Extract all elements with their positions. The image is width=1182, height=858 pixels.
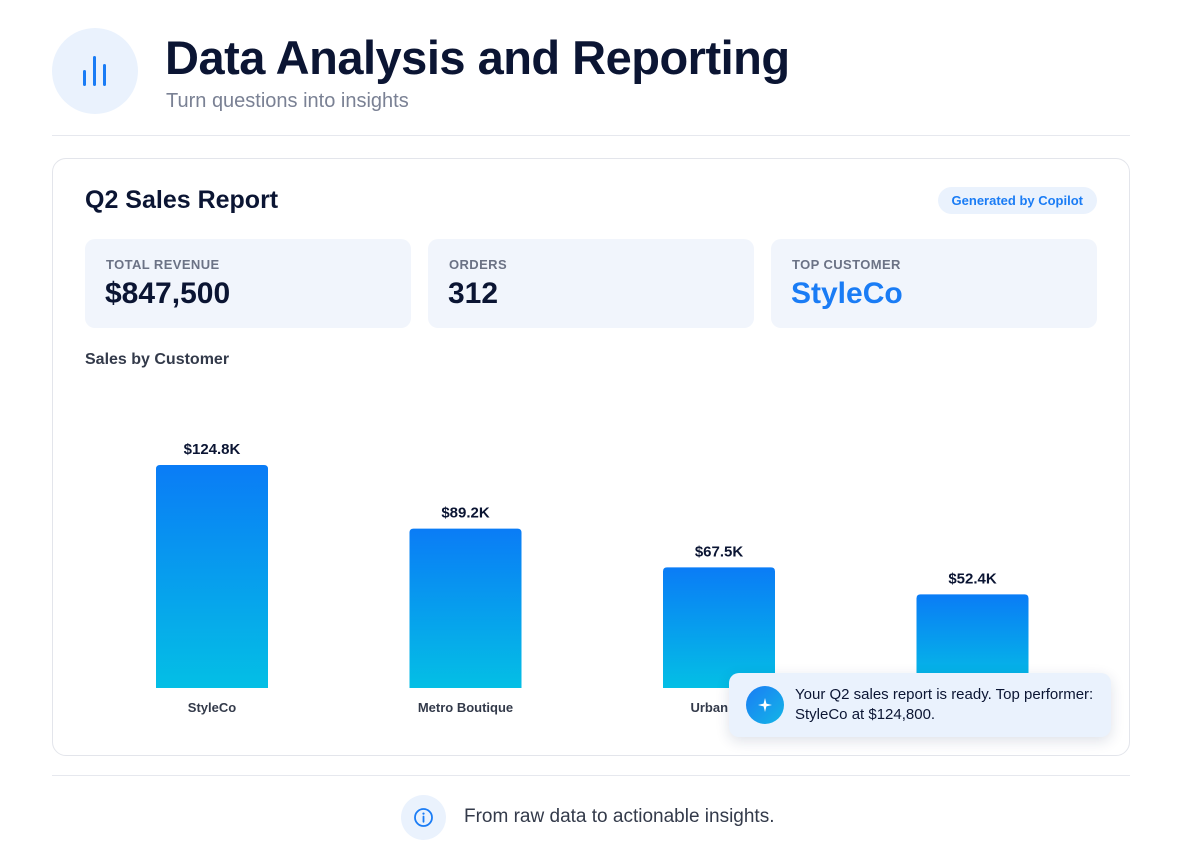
kpi-value: 312 <box>448 277 499 310</box>
chart-bar <box>409 528 522 688</box>
kpi-label: TOTAL REVENUE <box>106 257 220 272</box>
sales-bar-chart: $124.8K StyleCo $89.2K Metro Boutique $67.5K… <box>156 441 1029 715</box>
kpi-label: ORDERS <box>449 257 508 272</box>
page-header: Data Analysis and Reporting Turn questio… <box>52 28 1130 136</box>
chart-bar <box>156 465 268 688</box>
bar-value-label: $89.2K <box>441 505 490 522</box>
report-title: Q2 Sales Report <box>85 186 279 214</box>
report-card: Q2 Sales Report Generated by Copilot TOT… <box>52 158 1130 756</box>
x-tick-label: Metro Boutique <box>418 700 513 715</box>
bar-chart-icon <box>52 28 138 114</box>
kpi-value: $847,500 <box>105 277 231 310</box>
notification-toast[interactable]: Your Q2 sales report is ready. Top perfo… <box>729 673 1111 737</box>
chart-heading: Sales by Customer <box>85 351 230 368</box>
footer-divider <box>52 775 1130 776</box>
kpi-orders: ORDERS 312 <box>428 239 754 328</box>
bar-value-label: $67.5K <box>695 543 744 560</box>
sparkle-icon <box>746 686 784 724</box>
info-icon <box>401 795 446 840</box>
kpi-value: StyleCo <box>791 277 903 310</box>
kpi-top-customer: TOP CUSTOMER StyleCo <box>771 239 1097 328</box>
bar-value-label: $124.8K <box>184 441 241 458</box>
copilot-badge: Generated by Copilot <box>937 187 1097 214</box>
chart-bar <box>663 567 775 688</box>
kpi-label: TOP CUSTOMER <box>792 257 901 272</box>
bar-value-label: $52.4K <box>948 570 997 587</box>
chart-bar <box>916 594 1029 688</box>
kpi-total-revenue: TOTAL REVENUE $847,500 <box>85 239 411 328</box>
page-title: Data Analysis and Reporting <box>165 31 790 84</box>
x-tick-label: StyleCo <box>188 700 236 715</box>
page-subtitle: Turn questions into insights <box>166 90 409 112</box>
toast-message: Your Q2 sales report is ready. Top perfo… <box>795 686 1094 723</box>
footer-text: From raw data to actionable insights. <box>464 806 775 827</box>
